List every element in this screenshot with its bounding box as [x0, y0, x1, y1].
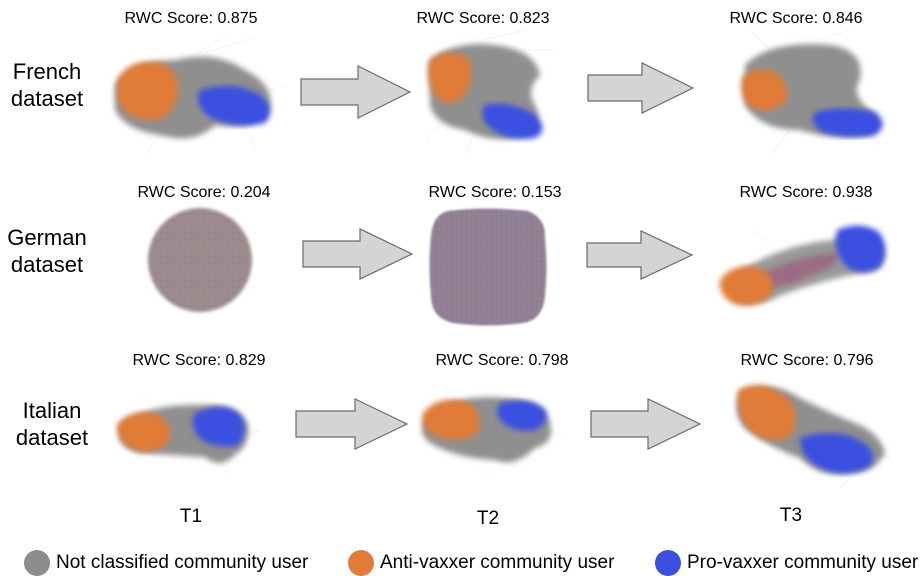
score-german-t1: RWC Score: 0.204 [137, 184, 271, 201]
row-label-italian: Italian dataset [15, 398, 89, 450]
legend-anti-vaxxer: Anti-vaxxer community user [348, 550, 614, 576]
score-french-t1: RWC Score: 0.875 [124, 10, 258, 27]
score-italian-t1: RWC Score: 0.829 [132, 352, 266, 369]
score-french-t2: RWC Score: 0.823 [416, 10, 550, 27]
legend-label: Pro-vaxxer community user [687, 552, 919, 573]
time-label-t2: T2 [476, 508, 500, 529]
network-italian-t3 [736, 385, 891, 489]
arrow-german-1-icon [302, 228, 414, 280]
legend-dot-gray-icon [24, 550, 50, 576]
score-german-t3: RWC Score: 0.938 [739, 184, 873, 201]
score-french-t3: RWC Score: 0.846 [729, 10, 863, 27]
network-french-t3 [741, 29, 883, 156]
network-german-t3 [711, 224, 888, 306]
arrow-italian-1-icon [295, 398, 409, 450]
network-italian-t1 [117, 394, 261, 476]
time-label-t3: T3 [779, 505, 803, 526]
row-label-german: German dataset [7, 225, 87, 277]
legend-label: Not classified community user [56, 552, 309, 573]
network-german-t1 [148, 208, 252, 312]
legend-dot-blue-icon [655, 550, 681, 576]
legend-not-classified: Not classified community user [24, 550, 308, 576]
legend-dot-orange-icon [348, 550, 374, 576]
score-italian-t3: RWC Score: 0.796 [740, 352, 874, 369]
network-french-t1 [115, 34, 286, 156]
network-italian-t2 [421, 397, 566, 479]
arrow-french-2-icon [587, 62, 695, 114]
time-label-t1: T1 [179, 506, 203, 527]
legend-label: Anti-vaxxer community user [380, 552, 615, 573]
network-german-t2 [429, 208, 547, 326]
legend-pro-vaxxer: Pro-vaxxer community user [655, 550, 918, 576]
arrow-italian-2-icon [590, 398, 702, 450]
arrow-german-2-icon [586, 230, 694, 280]
network-french-t2 [424, 29, 555, 156]
score-italian-t2: RWC Score: 0.798 [435, 352, 569, 369]
arrow-french-1-icon [300, 65, 412, 119]
row-label-french: French dataset [10, 59, 84, 111]
score-german-t2: RWC Score: 0.153 [428, 184, 562, 201]
